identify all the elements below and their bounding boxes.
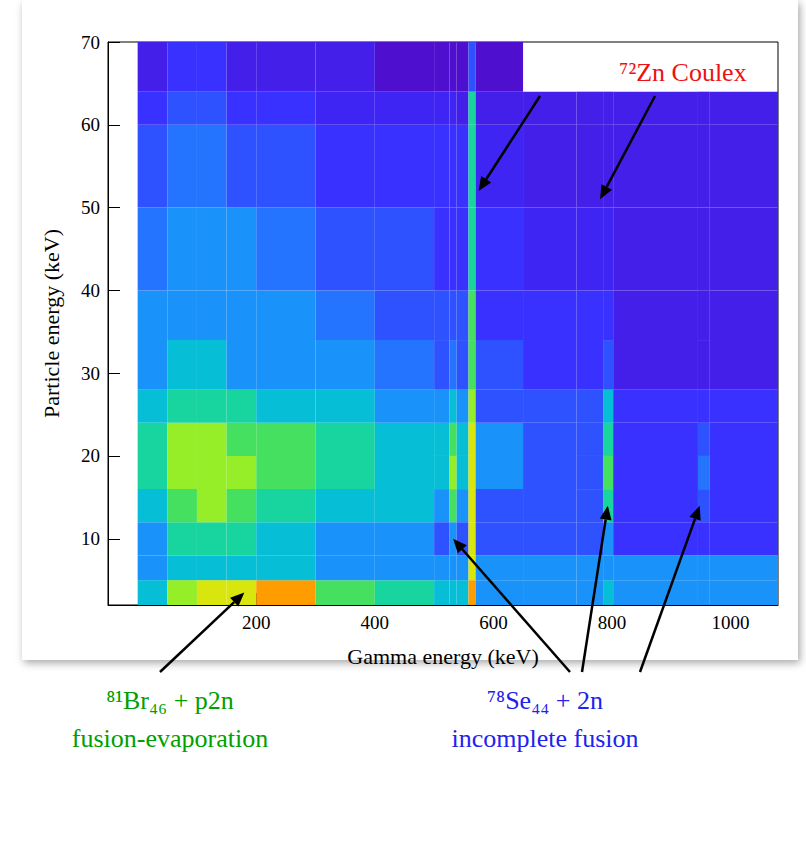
svg-text:20: 20 xyxy=(81,445,100,466)
svg-text:600: 600 xyxy=(479,612,508,633)
svg-text:40: 40 xyxy=(81,280,100,301)
svg-text:fusion-evaporation: fusion-evaporation xyxy=(72,724,268,753)
svg-text:800: 800 xyxy=(598,612,627,633)
svg-text:⁸¹Br₄₆ + p2n: ⁸¹Br₄₆ + p2n xyxy=(106,686,234,715)
svg-text:400: 400 xyxy=(361,612,390,633)
svg-text:incomplete fusion: incomplete fusion xyxy=(451,724,638,753)
svg-text:1000: 1000 xyxy=(712,612,750,633)
svg-text:Particle energy (keV): Particle energy (keV) xyxy=(39,229,64,418)
svg-text:⁷²Zn Coulex: ⁷²Zn Coulex xyxy=(619,58,746,87)
svg-text:Gamma energy (keV): Gamma energy (keV) xyxy=(347,644,538,669)
svg-text:60: 60 xyxy=(81,114,100,135)
svg-text:⁷⁸Se₄₄ + 2n: ⁷⁸Se₄₄ + 2n xyxy=(487,686,603,715)
svg-text:70: 70 xyxy=(81,32,100,53)
svg-text:30: 30 xyxy=(81,363,100,384)
svg-text:50: 50 xyxy=(81,197,100,218)
svg-text:200: 200 xyxy=(242,612,271,633)
svg-text:10: 10 xyxy=(81,528,100,549)
